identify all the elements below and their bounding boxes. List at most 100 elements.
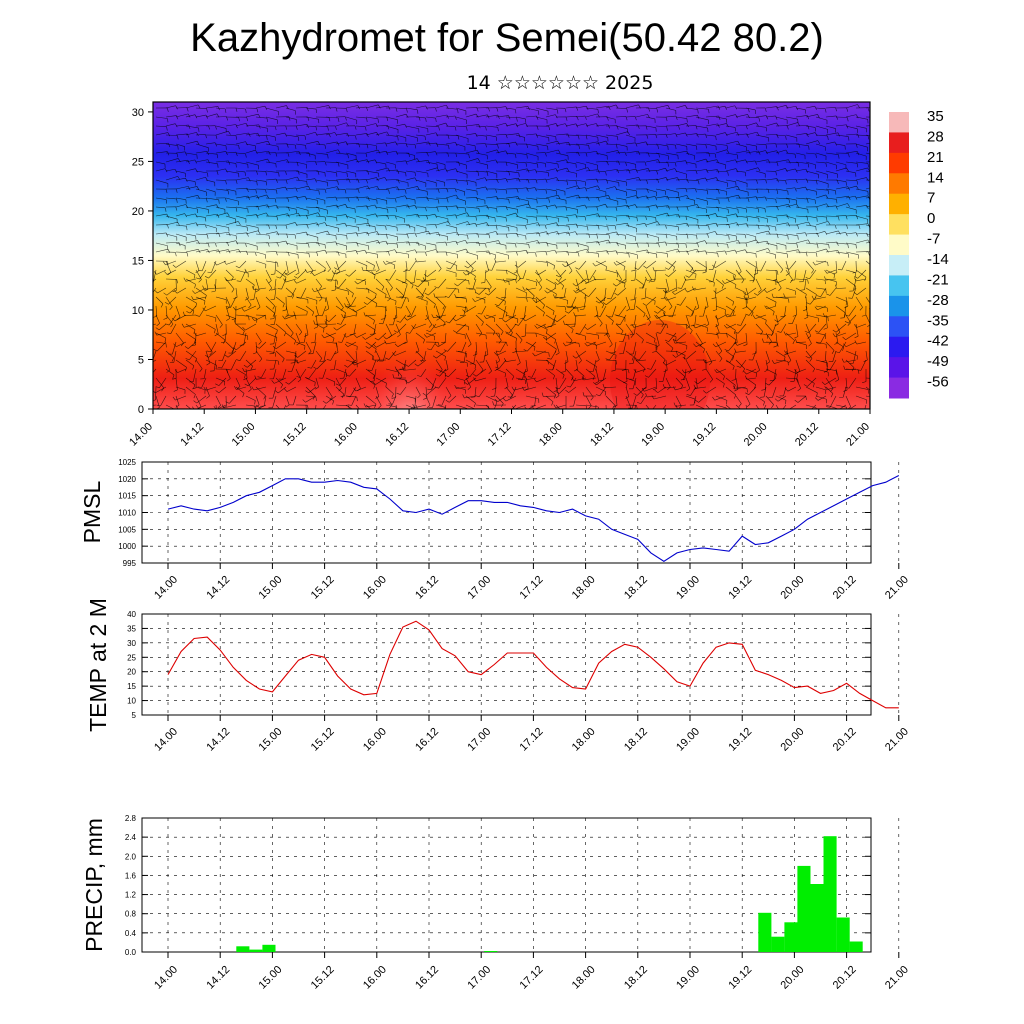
wind-barb-flag: [627, 369, 630, 374]
wind-barb: [665, 260, 675, 268]
wind-barb-flag: [664, 267, 669, 270]
wind-barb: [335, 260, 340, 273]
wind-barb-flag: [724, 106, 728, 110]
wind-barb-flag: [816, 295, 821, 298]
wind-barb: [855, 269, 867, 278]
wind-barb-flag: [547, 357, 552, 360]
wind-barb-flag: [522, 317, 526, 322]
wind-barb: [773, 296, 787, 298]
wind-barb: [465, 206, 479, 209]
wind-barb-flag: [496, 208, 498, 213]
wind-barb: [573, 305, 587, 310]
colorbar-label: -7: [927, 231, 940, 248]
wind-barb: [635, 305, 646, 314]
wind-barb: [702, 305, 707, 317]
wind-barb: [646, 395, 657, 398]
wind-barb-flag: [327, 230, 330, 235]
wind-barb: [665, 152, 678, 156]
x-tick-label: 19.12: [691, 421, 719, 449]
wind-barb-flag: [558, 277, 562, 281]
wind-barb-flag: [286, 143, 289, 148]
wind-barb: [525, 296, 537, 300]
wind-barb: [657, 305, 667, 314]
wind-barb: [635, 195, 647, 199]
wind-barb: [805, 197, 816, 201]
wind-barb-flag: [524, 406, 528, 409]
wind-barb: [525, 359, 528, 372]
wind-barb: [815, 194, 826, 199]
wind-barb: [245, 188, 256, 190]
wind-barb: [535, 296, 547, 303]
wind-barb: [745, 107, 756, 111]
wind-barb-flag: [223, 339, 226, 344]
wind-barb-flag: [434, 286, 439, 289]
wind-barb-flag: [814, 306, 818, 310]
wind-barb: [235, 250, 247, 253]
wind-barb-flag: [734, 275, 736, 280]
wind-barb-flag: [564, 361, 569, 364]
wind-barb: [195, 296, 206, 301]
wind-barb: [385, 116, 398, 120]
wind-barb-flag: [712, 264, 716, 268]
wind-barb: [505, 314, 518, 320]
wind-barb: [595, 161, 608, 163]
wind-barb: [835, 341, 844, 348]
wind-barb: [235, 368, 246, 375]
wind-barb: [825, 141, 835, 145]
wind-barb: [715, 404, 727, 409]
wind-barb: [585, 341, 597, 346]
wind-barb: [515, 197, 529, 202]
wind-barb: [325, 395, 337, 404]
wind-barb: [235, 224, 248, 228]
wind-barb: [805, 332, 812, 344]
wind-barb: [515, 152, 527, 155]
wind-barb-flag: [532, 295, 535, 300]
wind-barb: [795, 323, 799, 337]
wind-barb-flag: [611, 320, 614, 325]
wind-barb-flag: [752, 352, 757, 355]
wind-barb-flag: [485, 136, 488, 141]
wind-barb-flag: [502, 319, 506, 323]
wind-barb: [825, 230, 839, 235]
wind-barb: [725, 240, 739, 244]
wind-barb: [632, 377, 637, 389]
wind-barb: [694, 314, 697, 326]
wind-barb: [505, 107, 516, 110]
wind-barb: [605, 332, 613, 345]
wind-barb-flag: [447, 152, 450, 157]
wind-barb: [735, 150, 749, 154]
wind-barb-flag: [424, 292, 429, 296]
wind-barb-flag: [435, 374, 440, 377]
wind-barb-flag: [616, 323, 621, 326]
wind-barb-flag: [257, 230, 261, 235]
wind-barb: [845, 242, 857, 245]
wind-barb-flag: [357, 189, 360, 194]
wind-barb-flag: [154, 331, 157, 336]
wind-barb: [420, 368, 427, 377]
wind-barb-flag: [744, 292, 746, 297]
wind-barb-flag: [652, 267, 655, 272]
wind-barb: [675, 250, 688, 253]
wind-barb-flag: [256, 214, 259, 219]
wind-barb: [693, 395, 697, 405]
wind-barb: [155, 168, 166, 172]
wind-barb-flag: [445, 321, 450, 324]
wind-barb-flag: [764, 305, 768, 310]
wind-barb-flag: [333, 381, 336, 386]
wind-barb: [845, 350, 858, 357]
wind-barb: [345, 143, 359, 145]
wind-barb: [525, 152, 539, 157]
wind-barb: [175, 386, 186, 391]
wind-barb: [315, 222, 325, 226]
wind-barb: [415, 278, 429, 283]
wind-barb-flag: [607, 226, 609, 231]
wind-barb: [634, 269, 637, 281]
wind-barb: [305, 197, 318, 201]
wind-barb: [473, 350, 477, 364]
wind-barb-flag: [394, 215, 397, 220]
wind-barb-flag: [756, 189, 759, 194]
wind-barb: [505, 133, 519, 136]
wind-barb-flag: [351, 361, 355, 366]
wind-barb-flag: [804, 316, 809, 320]
wind-barb-flag: [658, 153, 660, 158]
